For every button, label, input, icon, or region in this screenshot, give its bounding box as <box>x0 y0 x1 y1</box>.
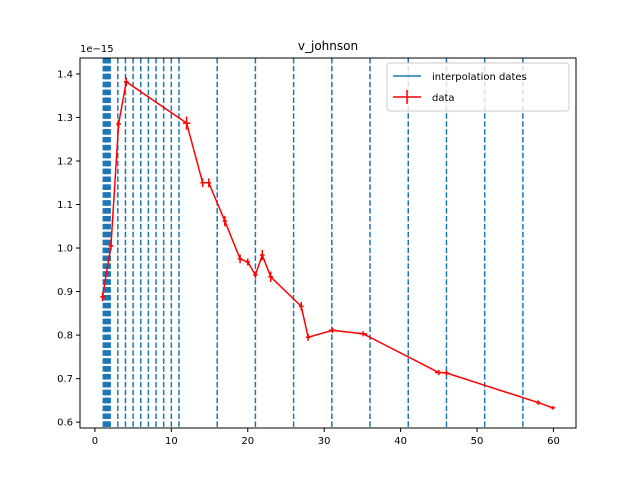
legend-label-interpolation-dates: interpolation dates <box>432 72 527 83</box>
y-tick-label: 1.4 <box>57 69 73 80</box>
x-axis: 0 10 20 30 40 50 60 <box>92 428 560 447</box>
x-tick-label: 0 <box>92 436 98 447</box>
y-tick-label: 1.2 <box>57 156 73 167</box>
y-tick-label: 1.1 <box>57 200 73 211</box>
data-series-layer <box>100 77 555 410</box>
plot-frame <box>79 57 577 429</box>
y-tick-label: 1.3 <box>57 113 73 124</box>
y-offset-label: 1e−15 <box>80 44 114 55</box>
x-tick-label: 60 <box>547 436 560 447</box>
chart-title: v_johnson <box>298 39 358 53</box>
x-tick-label: 10 <box>165 436 178 447</box>
legend-box <box>386 62 570 112</box>
y-tick-label: 0.6 <box>57 418 73 429</box>
y-tick-label: 0.7 <box>57 374 73 385</box>
x-tick-label: 30 <box>318 436 331 447</box>
interpolation-dates-layer <box>102 58 524 428</box>
legend-label-data: data <box>432 93 455 104</box>
y-axis: 0.6 0.7 0.8 0.9 1.0 1.1 1.2 1.3 1.4 <box>57 69 80 429</box>
legend: interpolation dates data <box>386 62 570 112</box>
y-tick-label: 1.0 <box>57 244 73 255</box>
x-tick-label: 40 <box>394 436 407 447</box>
y-tick-label: 0.9 <box>57 287 73 298</box>
x-tick-label: 20 <box>241 436 254 447</box>
x-tick-label: 50 <box>471 436 484 447</box>
y-tick-label: 0.8 <box>57 331 73 342</box>
